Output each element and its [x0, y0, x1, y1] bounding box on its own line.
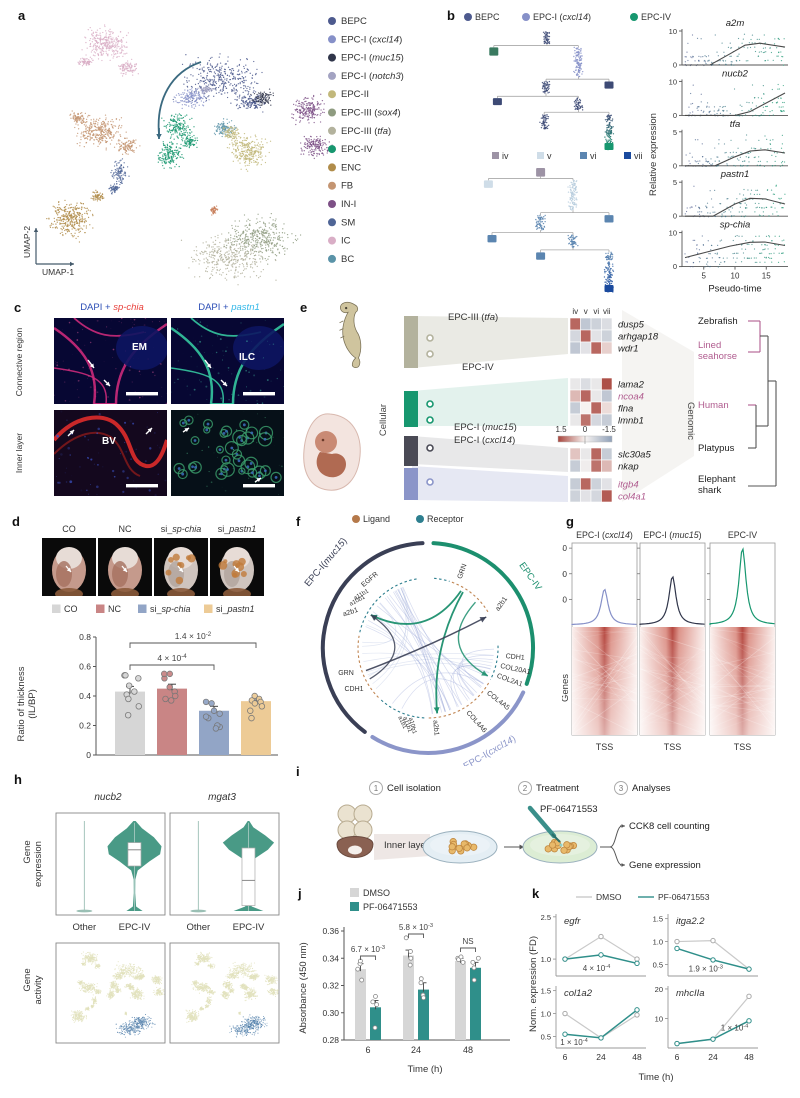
- panel-f-letter: f: [296, 514, 301, 529]
- svg-text:v: v: [547, 151, 552, 161]
- petri-dish-isolated: [422, 830, 498, 864]
- panel-g-letter: g: [566, 514, 574, 529]
- svg-text:BC: BC: [341, 254, 354, 265]
- panel-e-letter: e: [300, 300, 308, 315]
- svg-text:IC: IC: [341, 236, 351, 247]
- svg-text:vii: vii: [634, 151, 643, 161]
- umap-plot: UMAP-2 UMAP-1: [22, 24, 333, 286]
- petri-dish-treated: [522, 830, 598, 864]
- micrograph-1: ILC: [171, 318, 284, 404]
- svg-text:EPC-III (sox4): EPC-III (sox4): [341, 108, 401, 119]
- phylogenetic-tree: [748, 320, 777, 487]
- panel-c-letter: c: [14, 300, 22, 315]
- panel-i-letter: i: [296, 764, 300, 779]
- stage-legend: iv v vi vii: [492, 151, 643, 161]
- pseudotime-plots: Relative expressiona2m100nucb2100tfa50pa…: [648, 18, 788, 295]
- trajectory-legend: BEPC EPC-I (cxcl14) EPC-IV: [464, 12, 671, 22]
- micrograph-2: BV: [54, 410, 167, 496]
- svg-text:BEPC: BEPC: [341, 16, 367, 27]
- trajectory-tree-1: [489, 31, 615, 151]
- panel-h-letter: h: [14, 772, 22, 787]
- svg-text:EPC-IV: EPC-IV: [341, 144, 373, 155]
- photo-2: [154, 538, 208, 596]
- svg-text:EPC-I (muc15): EPC-I (muc15): [341, 53, 404, 64]
- svg-text:EPC-II: EPC-II: [341, 89, 369, 100]
- svg-text:IN-I: IN-I: [341, 199, 356, 210]
- photo-0: [42, 538, 96, 596]
- svg-text:EPC-I (cxcl14): EPC-I (cxcl14): [341, 34, 402, 45]
- svg-text:UMAP-2: UMAP-2: [22, 226, 32, 258]
- panel-a-letter: a: [18, 8, 26, 23]
- svg-text:FB: FB: [341, 181, 353, 192]
- photo-1: [98, 538, 152, 596]
- svg-text:UMAP-1: UMAP-1: [42, 267, 74, 277]
- svg-text:ENC: ENC: [341, 162, 361, 173]
- svg-text:EPC-IV: EPC-IV: [641, 12, 671, 22]
- svg-text:EPC-III (tfa): EPC-III (tfa): [341, 126, 391, 137]
- seahorse-icon: [339, 301, 362, 368]
- panel-b-trajectory: BEPC EPC-I (cxcl14) EPC-IV iv v vi vii Relative…: [464, 12, 788, 295]
- panel-j-letter: j: [298, 886, 302, 901]
- umap-legend: BEPC EPC-I (cxcl14) EPC-I (muc15) EPC-I (no…: [328, 16, 404, 265]
- tissue-icon: [336, 804, 374, 858]
- micrograph-3: [171, 410, 284, 496]
- svg-text:EPC-I (cxcl14): EPC-I (cxcl14): [533, 12, 591, 22]
- svg-text:iv: iv: [502, 151, 509, 161]
- svg-text:BEPC: BEPC: [475, 12, 500, 22]
- svg-text:vi: vi: [590, 151, 597, 161]
- human-fetus-icon: [303, 413, 361, 491]
- pipette-icon: [527, 805, 563, 847]
- panel-i-workflow: 1 Cell isolation 2 Treatment 3 AnalysesInner …: [336, 781, 710, 871]
- panel-a-umap: UMAP-2 UMAP-1 BEPC EPC-I (cxcl14) EPC-I (muc…: [22, 16, 404, 286]
- photo-3: [210, 538, 264, 596]
- micrograph-0: EM: [54, 318, 167, 404]
- panel-d-letter: d: [12, 514, 20, 529]
- panel-k-letter: k: [532, 886, 540, 901]
- trajectory-tree-2: [483, 168, 615, 293]
- svg-text:SM: SM: [341, 217, 355, 228]
- panel-f-circos: Ligand ReceptorEPC-I(muc15)EPC-IVEPC-I(cx…: [303, 514, 544, 766]
- svg-text:EPC-I (notch3): EPC-I (notch3): [341, 71, 404, 82]
- panel-b-letter: b: [447, 8, 455, 23]
